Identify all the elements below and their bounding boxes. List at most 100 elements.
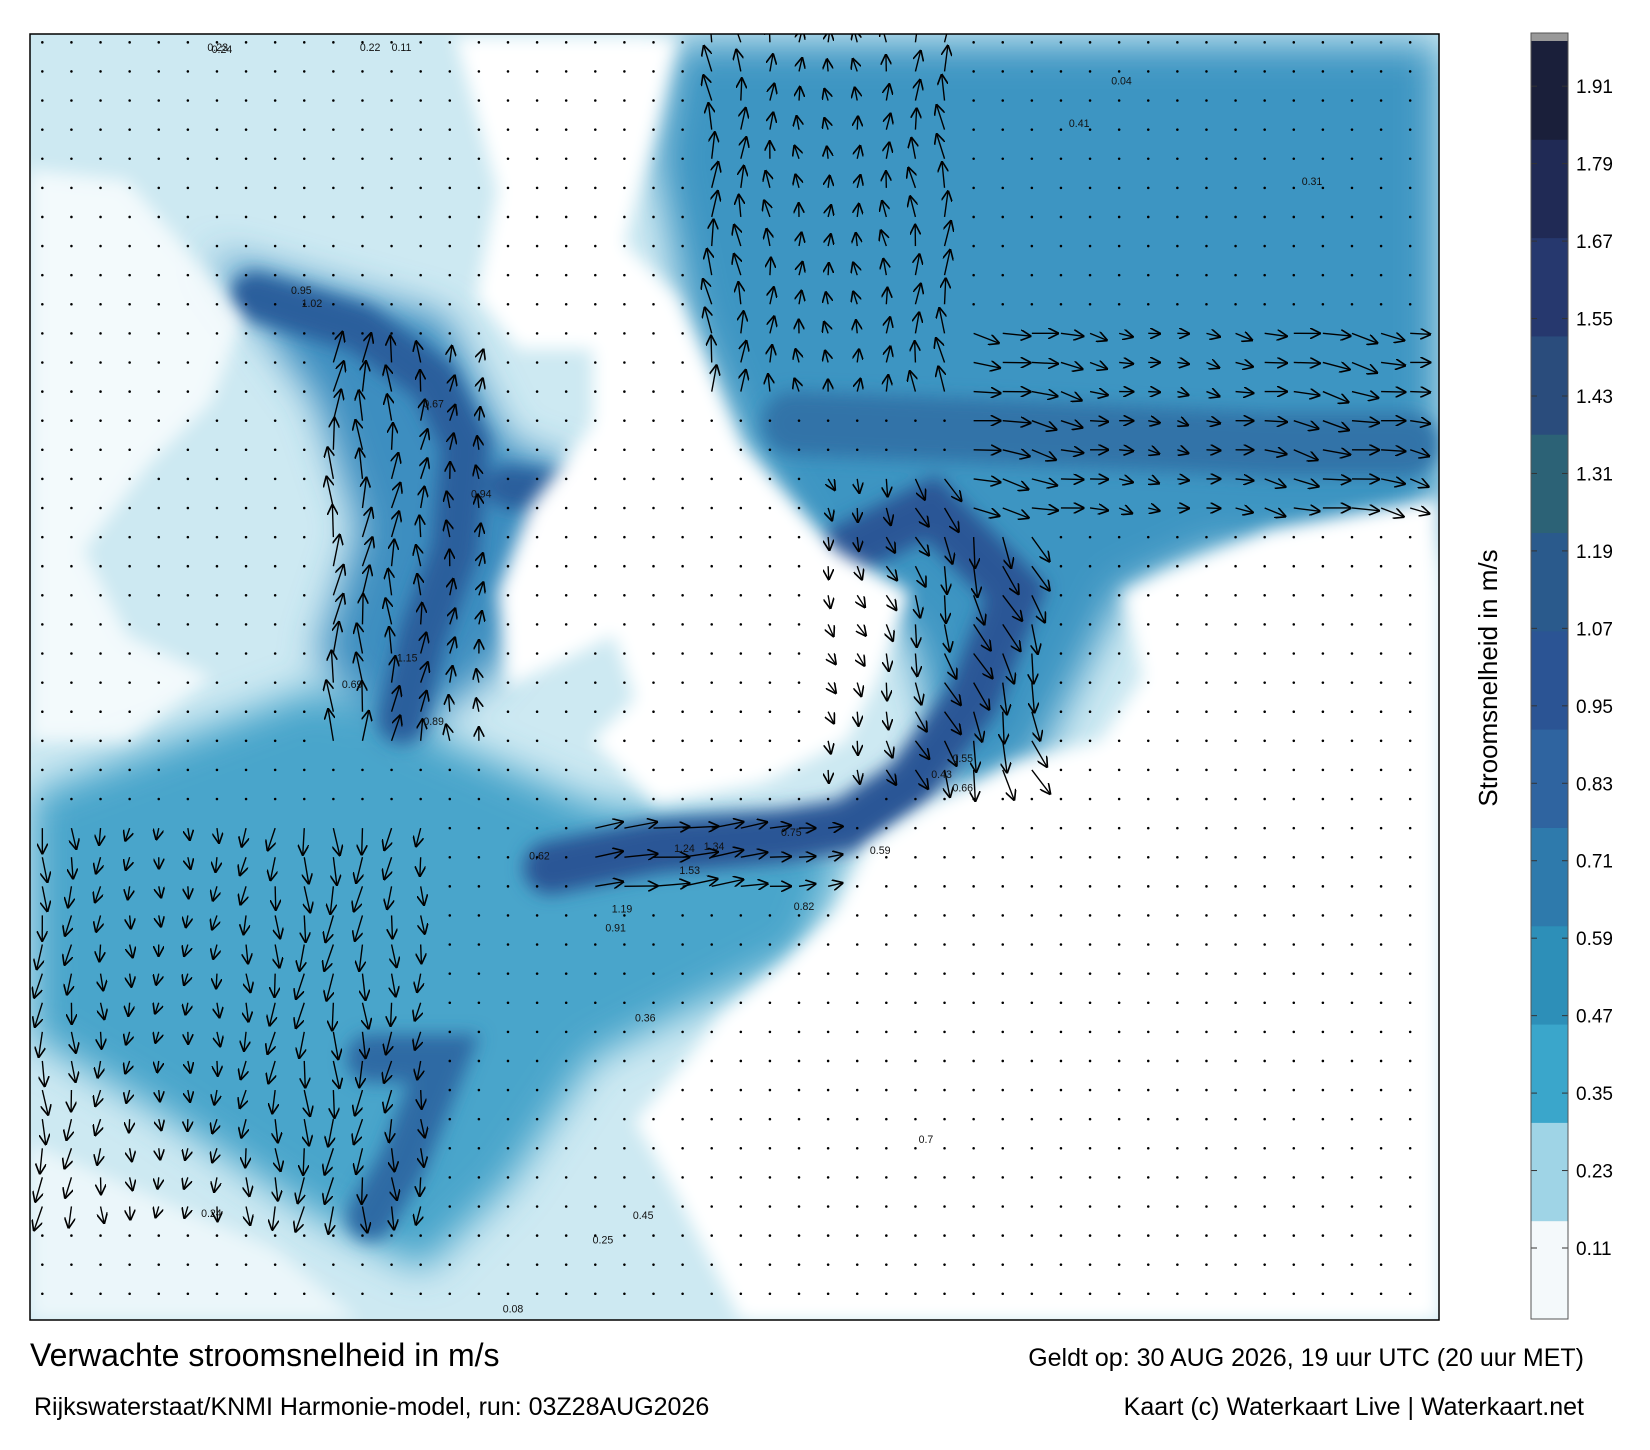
grid-dot — [1408, 972, 1412, 975]
grid-dot — [1234, 1263, 1237, 1266]
arrow — [1148, 508, 1159, 511]
grid-dot — [99, 564, 102, 568]
grid-dot — [506, 1030, 510, 1034]
grid-dot — [1379, 157, 1383, 161]
grid-dot — [1234, 972, 1237, 975]
grid-dot — [768, 768, 772, 772]
grid-dot — [1001, 1263, 1005, 1266]
grid-dot — [1379, 215, 1383, 219]
grid-dot — [1234, 99, 1237, 102]
grid-dot — [1117, 1030, 1121, 1034]
arrow — [945, 192, 948, 218]
grid-dot — [99, 739, 102, 743]
arrow — [67, 973, 71, 995]
grid-dot — [506, 244, 510, 248]
arrow — [71, 857, 73, 878]
grid-dot — [1408, 70, 1412, 73]
grid-dot — [1088, 1263, 1092, 1266]
grid-dot — [244, 361, 248, 364]
arrow — [1264, 333, 1287, 336]
grid-dot — [506, 943, 510, 946]
grid-dot — [855, 1146, 859, 1150]
grid-dot — [564, 914, 568, 917]
grid-dot — [564, 1263, 568, 1266]
grid-dot — [855, 914, 859, 917]
grid-dot — [855, 797, 859, 801]
grid-dot — [273, 128, 277, 131]
grid-dot — [1321, 302, 1325, 306]
grid-dot — [41, 797, 44, 801]
grid-dot — [1030, 1059, 1034, 1063]
grid-dot — [681, 361, 684, 364]
grid-dot — [564, 506, 568, 510]
grid-dot — [1379, 302, 1383, 306]
grid-dot — [739, 1059, 743, 1063]
arrow — [595, 851, 622, 857]
grid-dot — [914, 1117, 917, 1121]
grid-dot — [594, 1088, 597, 1092]
grid-dot — [564, 99, 568, 102]
arrow — [157, 1060, 158, 1072]
grid-dot — [797, 768, 801, 772]
grid-dot — [943, 914, 946, 917]
grid-dot — [302, 215, 306, 219]
grid-dot — [128, 768, 131, 772]
grid-dot — [1350, 797, 1354, 801]
arrow — [446, 725, 450, 741]
arrow — [915, 682, 921, 705]
grid-dot — [797, 797, 801, 801]
grid-dot — [244, 535, 248, 539]
grid-dot — [302, 1234, 306, 1237]
arrow — [333, 535, 339, 567]
grid-dot — [1205, 681, 1208, 684]
grid-dot — [1234, 739, 1237, 743]
grid-dot — [826, 1059, 830, 1063]
grid-dot — [1205, 855, 1208, 859]
grid-dot — [623, 332, 626, 335]
grid-dot — [506, 70, 510, 73]
grid-dot — [885, 943, 888, 946]
arrow — [384, 1060, 391, 1083]
grid-dot — [1176, 41, 1179, 44]
grid-dot — [594, 41, 597, 44]
grid-dot — [448, 943, 452, 946]
arrow — [885, 769, 896, 785]
grid-dot — [710, 1059, 713, 1063]
speed-label: 0.95 — [291, 285, 312, 297]
grid-dot — [826, 797, 830, 801]
arrow — [853, 59, 857, 72]
grid-dot — [594, 739, 597, 743]
arrow — [795, 379, 799, 392]
grid-dot — [1146, 1146, 1150, 1150]
arrow — [1031, 449, 1056, 460]
arrow — [274, 973, 275, 997]
grid-dot — [1117, 594, 1121, 597]
arrow — [361, 538, 372, 567]
grid-dot — [1350, 914, 1354, 917]
grid-dot — [1146, 1001, 1150, 1005]
grid-dot — [652, 710, 655, 713]
grid-dot — [1030, 70, 1034, 73]
grid-dot — [448, 1059, 452, 1063]
arrow — [857, 379, 860, 392]
grid-dot — [1117, 564, 1121, 568]
grid-dot — [914, 1263, 917, 1266]
arrow — [857, 117, 858, 130]
grid-dot — [1234, 652, 1237, 655]
arrow — [1293, 392, 1319, 396]
grid-dot — [739, 564, 743, 568]
grid-dot — [943, 943, 946, 946]
grid-dot — [535, 332, 539, 335]
arrow — [419, 516, 420, 538]
grid-dot — [1234, 943, 1237, 946]
arrow — [798, 856, 815, 857]
grid-dot — [1030, 273, 1034, 277]
grid-dot — [215, 652, 219, 655]
grid-dot — [623, 1088, 626, 1092]
grid-dot — [157, 535, 161, 539]
arrow — [915, 51, 920, 72]
arrow — [828, 34, 830, 43]
grid-dot — [535, 419, 539, 422]
grid-dot — [506, 914, 510, 917]
grid-dot — [41, 215, 44, 219]
